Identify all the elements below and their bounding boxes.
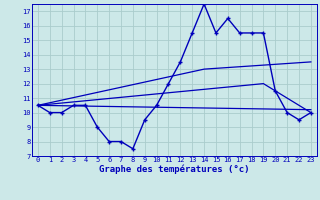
X-axis label: Graphe des températures (°c): Graphe des températures (°c) xyxy=(99,165,250,174)
